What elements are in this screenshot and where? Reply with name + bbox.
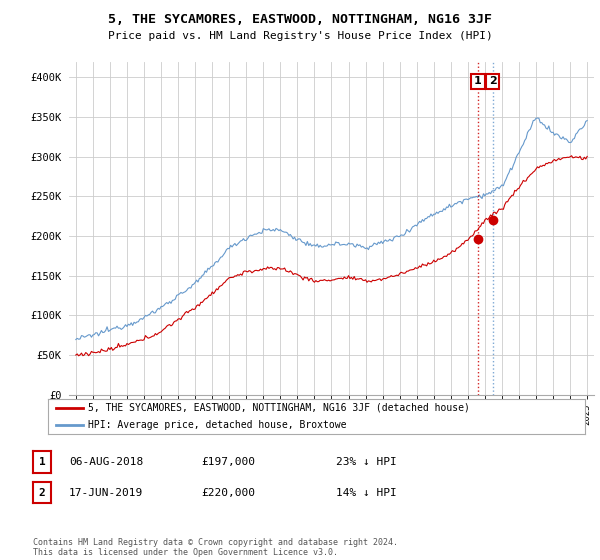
Text: 2: 2 — [38, 488, 46, 498]
Text: 2: 2 — [489, 76, 497, 86]
Text: 1: 1 — [38, 457, 46, 467]
Text: 23% ↓ HPI: 23% ↓ HPI — [336, 457, 397, 467]
Text: £220,000: £220,000 — [201, 488, 255, 498]
Text: Price paid vs. HM Land Registry's House Price Index (HPI): Price paid vs. HM Land Registry's House … — [107, 31, 493, 41]
Text: HPI: Average price, detached house, Broxtowe: HPI: Average price, detached house, Brox… — [88, 421, 347, 430]
Text: 1: 1 — [474, 76, 482, 86]
Text: £197,000: £197,000 — [201, 457, 255, 467]
Text: 17-JUN-2019: 17-JUN-2019 — [69, 488, 143, 498]
Text: 5, THE SYCAMORES, EASTWOOD, NOTTINGHAM, NG16 3JF: 5, THE SYCAMORES, EASTWOOD, NOTTINGHAM, … — [108, 13, 492, 26]
Text: Contains HM Land Registry data © Crown copyright and database right 2024.
This d: Contains HM Land Registry data © Crown c… — [33, 538, 398, 557]
Text: 06-AUG-2018: 06-AUG-2018 — [69, 457, 143, 467]
Text: 5, THE SYCAMORES, EASTWOOD, NOTTINGHAM, NG16 3JF (detached house): 5, THE SYCAMORES, EASTWOOD, NOTTINGHAM, … — [88, 403, 470, 413]
Text: 14% ↓ HPI: 14% ↓ HPI — [336, 488, 397, 498]
